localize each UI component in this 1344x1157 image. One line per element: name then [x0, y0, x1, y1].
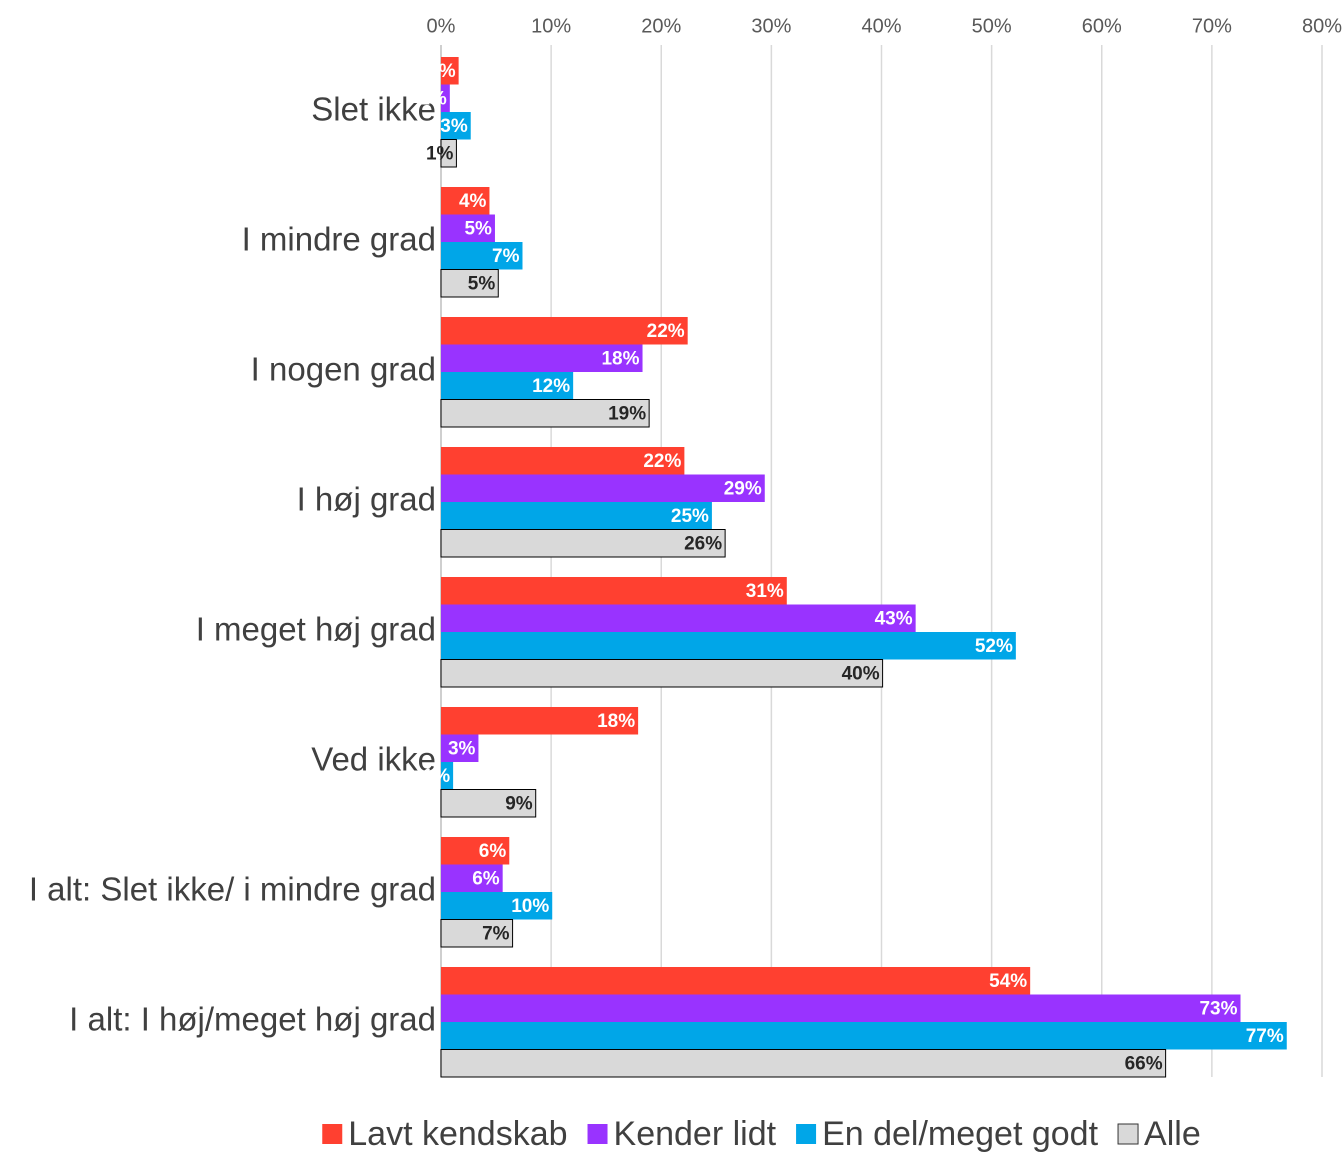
bar: [441, 317, 688, 345]
data-label: 18%: [597, 711, 635, 732]
bar: [441, 577, 787, 605]
bar: [440, 529, 726, 558]
legend-swatch: [322, 1124, 343, 1144]
data-label: 54%: [989, 971, 1027, 992]
x-tick-label: 70%: [1192, 15, 1232, 37]
bar: [440, 659, 884, 688]
data-label: 10%: [511, 896, 549, 917]
bar: [441, 707, 639, 735]
bar: [441, 864, 503, 892]
bar: [441, 84, 450, 112]
data-label: 3%: [448, 738, 476, 759]
data-label: 73%: [1199, 998, 1237, 1019]
bar: [441, 447, 685, 475]
bar: [441, 344, 643, 372]
x-tick-label: 60%: [1082, 15, 1122, 37]
data-label: 18%: [601, 348, 639, 369]
category-label: I nogen grad: [251, 351, 436, 388]
category-label: I alt: Slet ikke/ i mindre grad: [29, 871, 436, 908]
data-label: 29%: [724, 478, 762, 499]
x-tick-label: 30%: [751, 15, 791, 37]
x-tick-label: 40%: [861, 15, 901, 37]
bar: [441, 967, 1031, 995]
data-label: 12%: [532, 376, 570, 397]
bar: [440, 399, 650, 428]
bar: [441, 474, 765, 502]
bar: [441, 762, 454, 790]
bar: [441, 112, 471, 140]
x-tick-label: 80%: [1302, 15, 1342, 37]
data-label: 26%: [684, 533, 722, 554]
data-label: 5%: [468, 273, 496, 294]
data-label: 40%: [842, 663, 880, 684]
category-label: Slet ikke: [311, 91, 436, 128]
data-label: 52%: [975, 636, 1013, 657]
bar: [441, 1022, 1287, 1050]
bar: [440, 269, 499, 298]
category-label: I høj grad: [297, 481, 436, 518]
data-label: 4%: [459, 191, 487, 212]
data-label: 31%: [746, 581, 784, 602]
bar: [440, 1049, 1167, 1078]
category-label: I alt: I høj/meget høj grad: [69, 1001, 436, 1038]
legend-swatch: [587, 1124, 608, 1144]
data-label: 43%: [875, 608, 913, 629]
data-label: 3%: [440, 116, 468, 137]
legend-label: Alle: [1144, 1115, 1201, 1153]
bar: [440, 789, 537, 818]
legend-swatch: [796, 1124, 817, 1144]
legend-label: Lavt kendskab: [348, 1115, 567, 1153]
x-tick-label: 50%: [972, 15, 1012, 37]
data-label: 6%: [479, 841, 507, 862]
data-label: 1%: [426, 143, 454, 164]
data-label: 1%: [419, 88, 447, 109]
data-label: 22%: [643, 451, 681, 472]
bar: [441, 604, 916, 632]
bar: [441, 242, 523, 270]
bar: [441, 632, 1016, 660]
x-tick-label: 10%: [531, 15, 571, 37]
data-label: 19%: [608, 403, 646, 424]
data-label: 7%: [492, 246, 520, 267]
legend-label: En del/meget godt: [822, 1115, 1099, 1153]
bar: [441, 372, 574, 400]
data-label: 25%: [671, 506, 709, 527]
bar: [441, 502, 712, 530]
category-label: I meget høj grad: [196, 611, 436, 648]
data-label: 1%: [423, 766, 451, 787]
category-label: Ved ikke: [311, 741, 436, 778]
data-label: 2%: [428, 61, 456, 82]
x-tick-label: 0%: [427, 15, 456, 37]
bar: [441, 734, 479, 762]
legend-label: Kender lidt: [614, 1115, 777, 1153]
bar: [440, 919, 514, 948]
data-label: 22%: [647, 321, 685, 342]
bar: [441, 837, 510, 865]
bar: [441, 892, 553, 920]
category-label: I mindre grad: [242, 221, 436, 258]
bar: [440, 139, 457, 168]
bar: [441, 214, 495, 242]
bar: [441, 187, 490, 215]
data-label: 7%: [482, 923, 510, 944]
data-label: 5%: [464, 218, 492, 239]
data-label: 77%: [1246, 1026, 1284, 1047]
bar: [441, 994, 1241, 1022]
bar: [441, 57, 459, 85]
data-label: 9%: [505, 793, 533, 814]
data-label: 66%: [1125, 1053, 1163, 1074]
legend-swatch: [1117, 1123, 1139, 1145]
data-label: 6%: [472, 868, 500, 889]
x-tick-label: 20%: [641, 15, 681, 37]
